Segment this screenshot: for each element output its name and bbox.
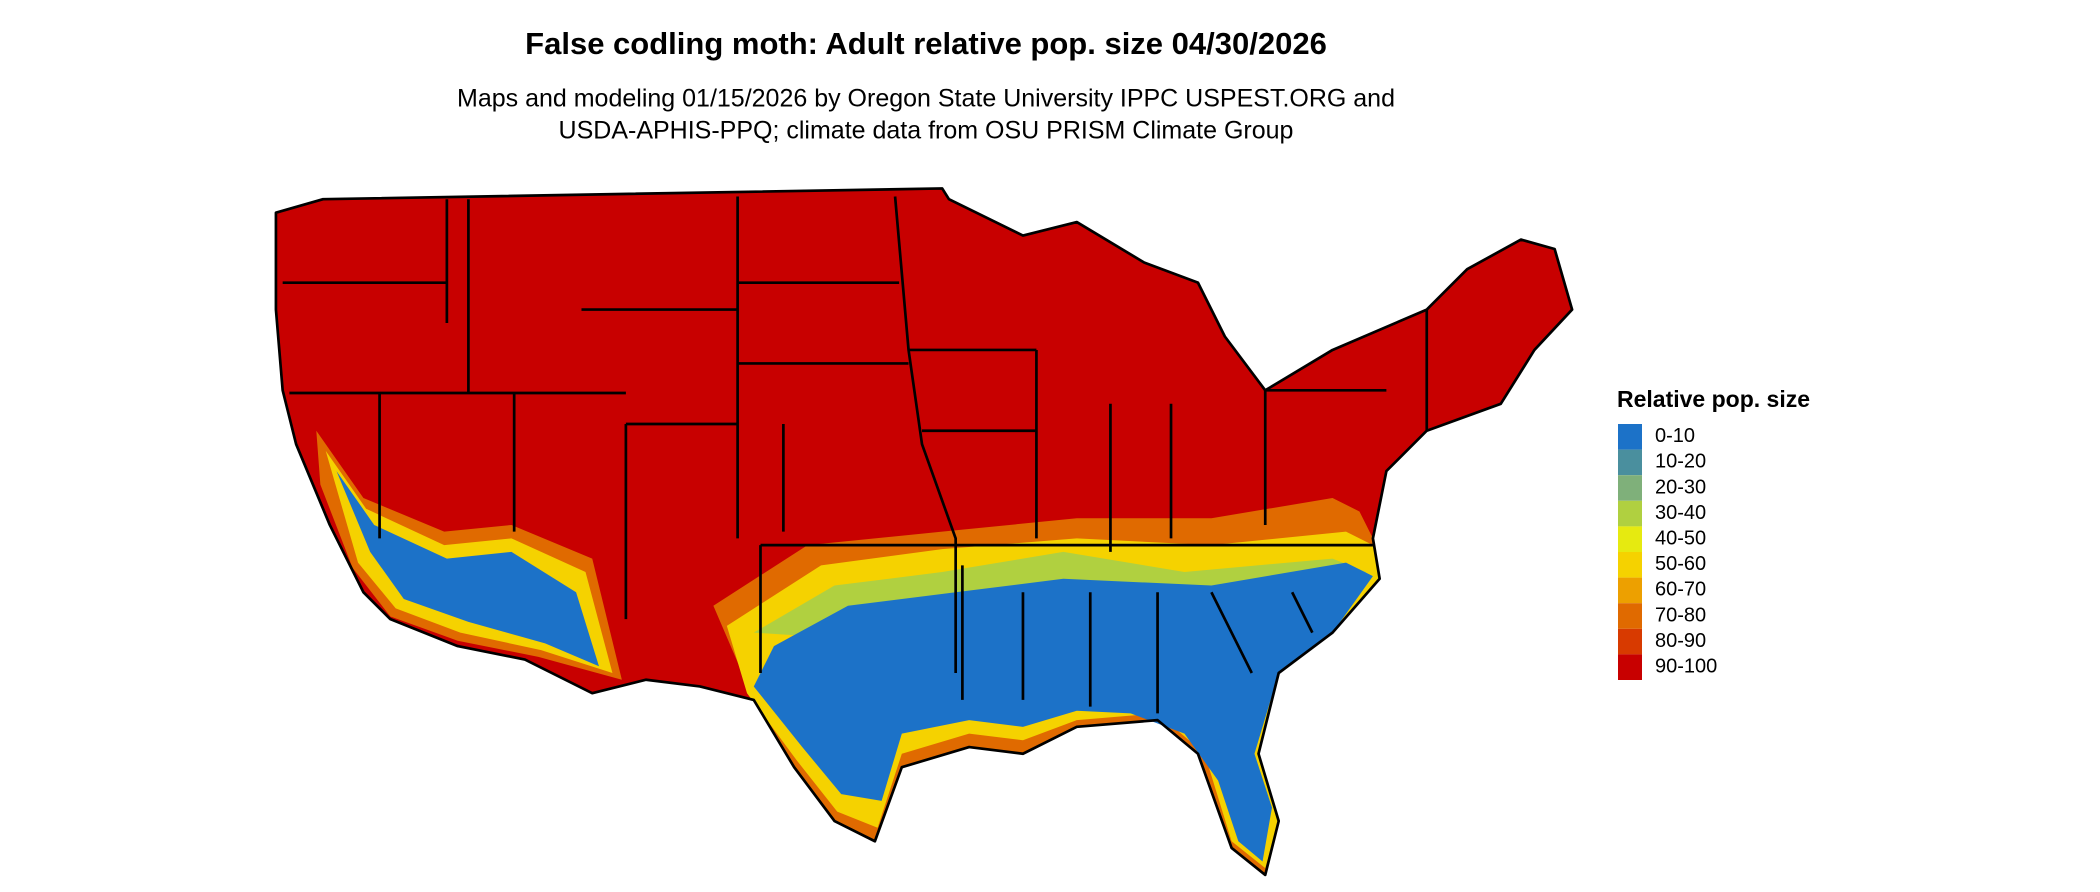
- map-subtitle: Maps and modeling 01/15/2026 by Oregon S…: [457, 85, 1395, 113]
- legend-swatch: [1618, 424, 1642, 450]
- legend-swatch: [1618, 500, 1642, 527]
- legend-swatch: [1618, 577, 1642, 604]
- legend-label: 0-10: [1655, 425, 1695, 447]
- legend-swatch: [1618, 654, 1642, 680]
- legend-label: 40-50: [1655, 527, 1706, 549]
- legend-label: 20-30: [1655, 476, 1706, 498]
- legend-label: 10-20: [1655, 451, 1706, 473]
- region: [336, 471, 599, 667]
- legend-swatch: [1618, 475, 1642, 501]
- map-title: False codling moth: Adult relative pop. …: [525, 26, 1327, 61]
- legend-label: 80-90: [1655, 630, 1706, 652]
- legend-title: Relative pop. size: [1617, 386, 1810, 412]
- legend-label: 60-70: [1655, 579, 1706, 601]
- country-border: [274, 187, 1574, 877]
- legend-swatch: [1618, 449, 1642, 476]
- us-map: [274, 187, 1574, 877]
- legend-swatch: [1618, 552, 1642, 578]
- state-borders: [282, 196, 1429, 714]
- legend-label: 50-60: [1655, 553, 1706, 575]
- legend: 0-10 10-20 20-30 30-40 40-50 50-60 60-70 70-80 8…: [1618, 424, 1717, 680]
- legend-label: 30-40: [1655, 502, 1706, 524]
- legend-label: 70-80: [1655, 604, 1706, 626]
- legend-swatch: [1618, 526, 1642, 552]
- legend-swatch: [1618, 603, 1642, 629]
- legend-swatch: [1618, 628, 1642, 655]
- legend-label: 90-100: [1655, 655, 1717, 677]
- region: [753, 562, 1373, 862]
- map-subtitle: USDA-APHIS-PPQ; climate data from OSU PR…: [559, 117, 1294, 145]
